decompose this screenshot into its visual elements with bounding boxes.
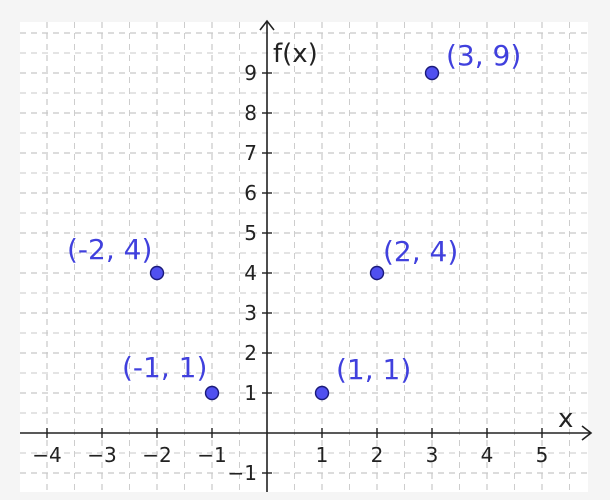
y-axis-label: f(x): [273, 39, 318, 69]
x-tick-label: 5: [536, 443, 549, 467]
point-label: (2, 4): [383, 235, 458, 268]
data-point: [204, 385, 220, 401]
y-tick-labels: −1 1 2 3 4 5 6 7 8 9: [228, 61, 257, 485]
x-tick-label: 1: [316, 443, 329, 467]
point-label: (1, 1): [336, 353, 411, 386]
data-point: [314, 385, 330, 401]
point-label: (-2, 4): [67, 233, 152, 266]
x-tick-label: 4: [481, 443, 494, 467]
grid-lines: [20, 22, 588, 492]
plot-background: [20, 22, 588, 492]
y-tick-label: 9: [244, 61, 257, 85]
point-labels: (-2, 4) (-1, 1) (1, 1) (2, 4) (3, 9): [67, 39, 521, 386]
point-label: (-1, 1): [122, 351, 207, 384]
x-tick-label: −1: [197, 443, 226, 467]
data-point: [424, 65, 440, 81]
data-point: [149, 265, 165, 281]
y-tick-label: 5: [244, 221, 257, 245]
point-label: (3, 9): [446, 39, 521, 72]
x-tick-label: −4: [32, 443, 61, 467]
x-axis-label: x: [558, 404, 573, 434]
y-tick-label: 1: [244, 381, 257, 405]
y-tick-label: 8: [244, 101, 257, 125]
x-tick-label: −2: [142, 443, 171, 467]
x-axis-arrow: [581, 425, 593, 441]
y-tick-label: 3: [244, 301, 257, 325]
x-tick-label: 3: [426, 443, 439, 467]
y-tick-label: 7: [244, 141, 257, 165]
axes: [20, 19, 593, 492]
x-tick-label: 2: [371, 443, 384, 467]
y-tick-label: 2: [244, 341, 257, 365]
data-points: [149, 65, 440, 401]
x-tick-label: −3: [87, 443, 116, 467]
y-tick-label: −1: [228, 461, 257, 485]
y-axis-arrow: [259, 19, 275, 31]
x-tick-labels: −4 −3 −2 −1 1 2 3 4 5: [32, 443, 548, 467]
y-tick-label: 6: [244, 181, 257, 205]
y-tick-label: 4: [244, 261, 257, 285]
data-point: [369, 265, 385, 281]
